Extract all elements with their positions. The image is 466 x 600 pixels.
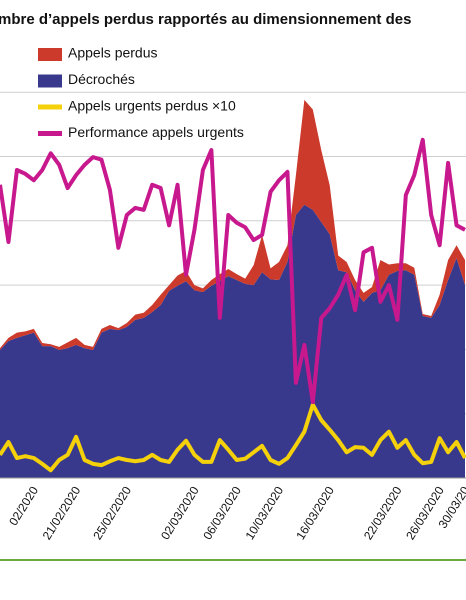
legend-swatch <box>38 48 62 61</box>
area <box>0 204 465 478</box>
legend-label: Appels urgents perdus ×10 <box>68 98 236 114</box>
chart-title: mbre d’appels perdus rapportés au dimens… <box>0 11 411 28</box>
legend-label: Appels perdus <box>68 45 158 61</box>
legend-label: Performance appels urgents <box>68 124 244 140</box>
line <box>0 137 466 405</box>
legend-swatch <box>38 74 62 88</box>
line <box>0 402 466 473</box>
legend-label: Décrochés <box>68 71 135 87</box>
legend: Appels perdus Décrochés Appels urgents per… <box>38 45 244 140</box>
